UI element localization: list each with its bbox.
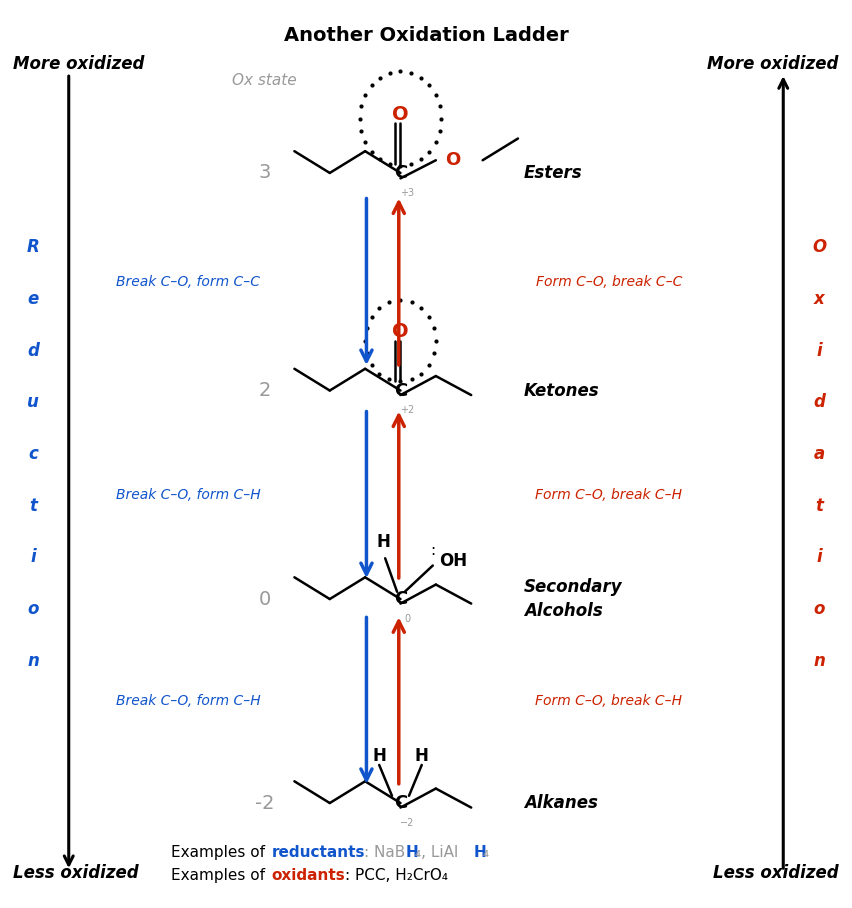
Text: O: O bbox=[392, 104, 409, 123]
Text: C: C bbox=[394, 590, 407, 608]
Text: t: t bbox=[29, 497, 37, 515]
Text: t: t bbox=[815, 497, 823, 515]
Text: H: H bbox=[474, 845, 486, 861]
Text: H: H bbox=[415, 747, 429, 765]
Text: d: d bbox=[813, 393, 825, 411]
Text: −2: −2 bbox=[400, 818, 414, 828]
Text: O: O bbox=[446, 152, 460, 169]
Text: Break C–O, form C–H: Break C–O, form C–H bbox=[116, 488, 260, 502]
Text: Less oxidized: Less oxidized bbox=[14, 864, 139, 882]
Text: C: C bbox=[394, 381, 407, 400]
Text: d: d bbox=[27, 341, 39, 360]
Text: More oxidized: More oxidized bbox=[14, 55, 145, 73]
Text: i: i bbox=[816, 341, 822, 360]
Text: 0: 0 bbox=[258, 589, 270, 608]
Text: Alkanes: Alkanes bbox=[524, 794, 598, 812]
Text: R: R bbox=[26, 238, 39, 256]
Text: n: n bbox=[27, 652, 39, 670]
Text: +3: +3 bbox=[400, 188, 414, 198]
Text: +2: +2 bbox=[400, 406, 414, 416]
Text: O: O bbox=[812, 238, 826, 256]
Text: 0: 0 bbox=[404, 614, 411, 624]
Text: OH: OH bbox=[439, 552, 467, 570]
Text: : PCC, H₂CrO₄: : PCC, H₂CrO₄ bbox=[345, 868, 448, 883]
Text: n: n bbox=[813, 652, 825, 670]
Text: o: o bbox=[814, 600, 825, 618]
Text: Another Oxidation Ladder: Another Oxidation Ladder bbox=[284, 26, 568, 45]
Text: Ketones: Ketones bbox=[524, 381, 600, 400]
Text: : NaB: : NaB bbox=[364, 845, 405, 861]
Text: Examples of: Examples of bbox=[170, 868, 270, 883]
Text: ₄, LiAl: ₄, LiAl bbox=[415, 845, 458, 861]
Text: :: : bbox=[430, 543, 435, 558]
Text: 3: 3 bbox=[258, 163, 271, 183]
Text: oxidants: oxidants bbox=[272, 868, 345, 883]
Text: Less oxidized: Less oxidized bbox=[713, 864, 838, 882]
Text: i: i bbox=[816, 548, 822, 567]
Text: Break C–O, form C–H: Break C–O, form C–H bbox=[116, 694, 260, 707]
Text: o: o bbox=[27, 600, 38, 618]
Text: Break C–O, form C–C: Break C–O, form C–C bbox=[116, 275, 260, 289]
Text: More oxidized: More oxidized bbox=[707, 55, 838, 73]
Text: e: e bbox=[27, 290, 38, 308]
Text: H: H bbox=[406, 845, 418, 861]
Text: H: H bbox=[372, 747, 386, 765]
Text: Ox state: Ox state bbox=[232, 74, 296, 88]
Text: 2: 2 bbox=[258, 381, 271, 400]
Text: Esters: Esters bbox=[524, 164, 583, 182]
Text: Form C–O, break C–H: Form C–O, break C–H bbox=[535, 488, 682, 502]
Text: Form C–O, break C–H: Form C–O, break C–H bbox=[535, 694, 682, 707]
Text: u: u bbox=[27, 393, 39, 411]
Text: c: c bbox=[28, 445, 38, 463]
Text: C: C bbox=[394, 794, 407, 812]
Text: C: C bbox=[394, 164, 407, 182]
Text: Form C–O, break C–C: Form C–O, break C–C bbox=[536, 275, 682, 289]
Text: ₄: ₄ bbox=[483, 845, 489, 861]
Text: -2: -2 bbox=[255, 794, 274, 813]
Text: H: H bbox=[377, 533, 390, 551]
Text: i: i bbox=[30, 548, 36, 567]
Text: x: x bbox=[814, 290, 825, 308]
Text: reductants: reductants bbox=[272, 845, 365, 861]
Text: a: a bbox=[814, 445, 825, 463]
Text: O: O bbox=[392, 322, 409, 341]
Text: Examples of: Examples of bbox=[170, 845, 270, 861]
Text: Secondary
Alcohols: Secondary Alcohols bbox=[524, 578, 623, 620]
